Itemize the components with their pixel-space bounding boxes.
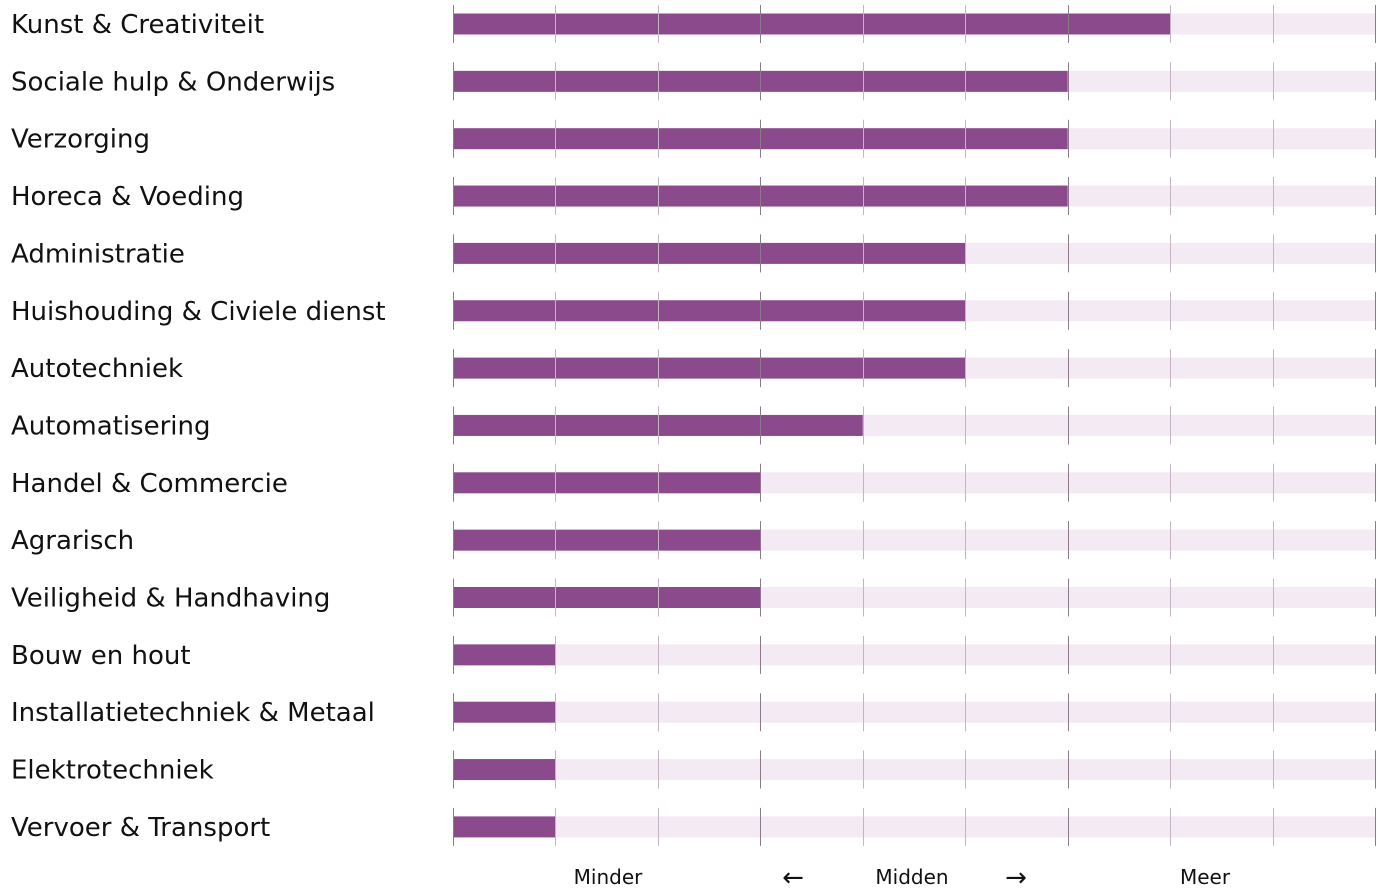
category-label: Verzorging bbox=[11, 125, 150, 155]
scale-label-midden: Midden bbox=[875, 865, 948, 888]
category-label: Elektrotechniek bbox=[11, 756, 214, 786]
category-label: Veiligheid & Handhaving bbox=[11, 584, 330, 614]
bar bbox=[453, 816, 556, 838]
arrow-right-icon: → bbox=[1005, 863, 1027, 888]
scale-label-meer: Meer bbox=[1180, 865, 1231, 888]
scale-legend: Minder ← Midden → Meer bbox=[574, 863, 1231, 888]
category-label: Handel & Commercie bbox=[11, 469, 288, 499]
category-label: Administratie bbox=[11, 239, 185, 269]
bar bbox=[453, 357, 966, 379]
category-label: Autotechniek bbox=[11, 354, 183, 384]
bar-track bbox=[453, 759, 1375, 781]
category-label: Kunst & Creativiteit bbox=[11, 10, 264, 40]
bar-track bbox=[453, 644, 1375, 666]
category-labels: Kunst & Creativiteit Sociale hulp & Onder… bbox=[11, 10, 386, 843]
bar bbox=[453, 529, 761, 551]
bar bbox=[453, 13, 1171, 35]
bar-track bbox=[453, 816, 1375, 838]
category-label: Horeca & Voeding bbox=[11, 182, 244, 212]
bar bbox=[453, 242, 966, 264]
category-label: Sociale hulp & Onderwijs bbox=[11, 67, 335, 97]
bar-track bbox=[453, 701, 1375, 723]
arrow-left-icon: ← bbox=[782, 863, 804, 888]
bar bbox=[453, 759, 556, 781]
bar bbox=[453, 644, 556, 666]
bar bbox=[453, 587, 761, 608]
category-label: Agrarisch bbox=[11, 526, 134, 556]
bar bbox=[453, 472, 761, 494]
category-label: Huishouding & Civiele dienst bbox=[11, 297, 386, 327]
bar bbox=[453, 701, 556, 723]
category-label: Automatisering bbox=[11, 411, 210, 441]
scale-ticks bbox=[453, 5, 1376, 846]
bar bbox=[453, 300, 966, 322]
category-label: Vervoer & Transport bbox=[11, 813, 270, 843]
category-label: Bouw en hout bbox=[11, 641, 191, 671]
category-label: Installatietechniek & Metaal bbox=[11, 698, 375, 728]
scale-label-minder: Minder bbox=[574, 865, 643, 888]
bar bbox=[453, 414, 863, 436]
